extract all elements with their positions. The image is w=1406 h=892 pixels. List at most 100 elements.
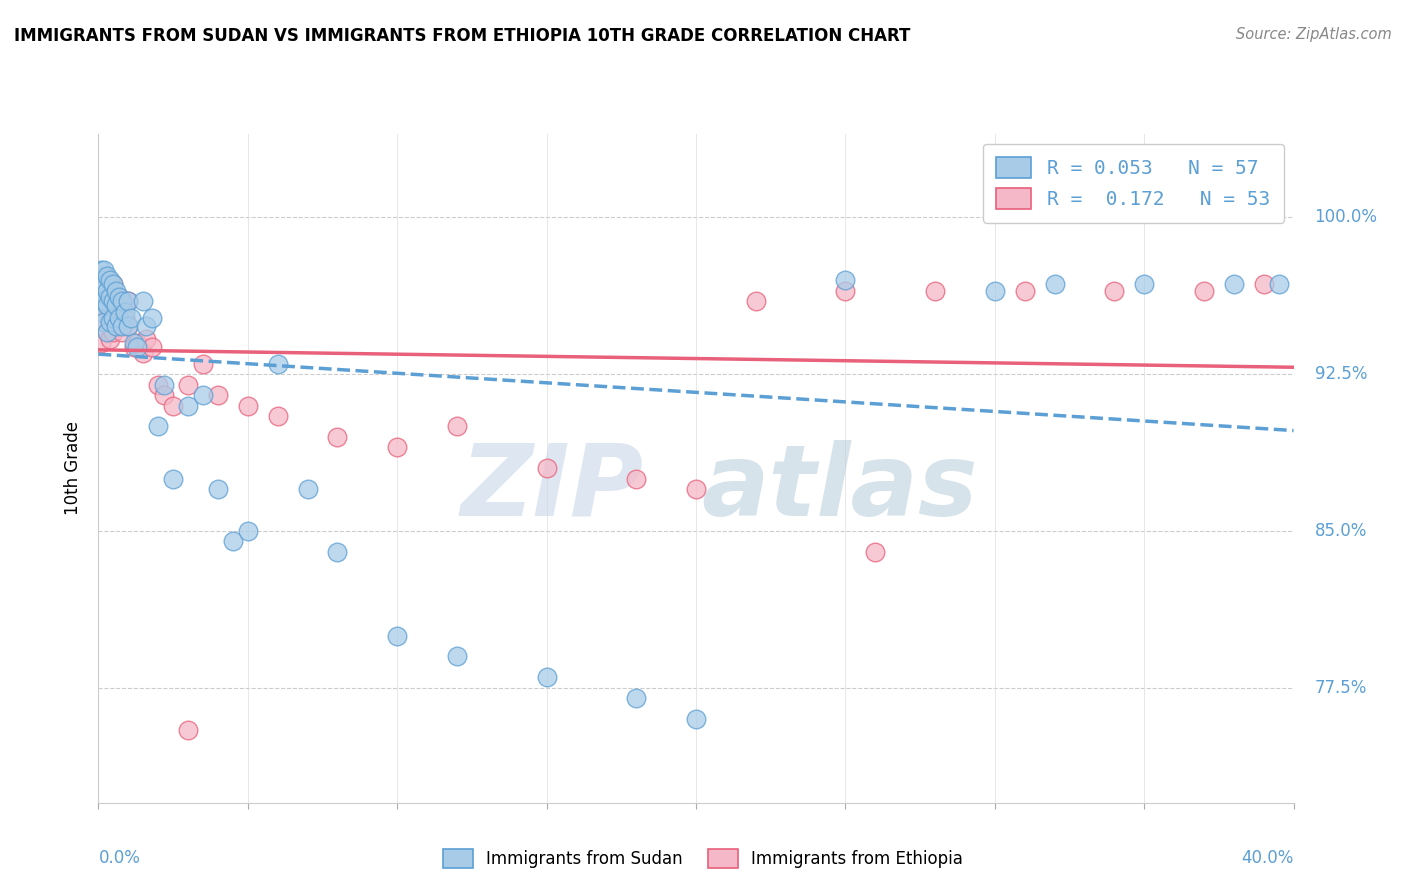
Point xyxy=(103,277,125,292)
Point xyxy=(96,284,118,298)
Point xyxy=(117,319,139,334)
Point xyxy=(326,545,349,559)
Point xyxy=(98,304,122,318)
Point xyxy=(834,284,856,298)
Point xyxy=(90,293,112,308)
Point xyxy=(135,332,157,346)
Point xyxy=(162,472,184,486)
Point xyxy=(90,304,112,318)
Point xyxy=(96,298,118,312)
Point xyxy=(385,628,409,642)
Point xyxy=(536,461,558,475)
Point xyxy=(745,293,768,308)
Point xyxy=(105,319,128,334)
Point xyxy=(96,326,118,340)
Point xyxy=(111,319,134,334)
Text: 85.0%: 85.0% xyxy=(1315,522,1367,540)
Point xyxy=(90,273,112,287)
Point xyxy=(132,346,155,360)
Point xyxy=(236,399,259,413)
Point xyxy=(685,712,707,726)
Point xyxy=(90,284,112,298)
Point xyxy=(90,310,112,325)
Point xyxy=(1192,284,1215,298)
Point xyxy=(162,399,184,413)
Point xyxy=(120,310,142,325)
Text: 92.5%: 92.5% xyxy=(1315,365,1367,384)
Point xyxy=(98,332,122,346)
Point xyxy=(1133,277,1156,292)
Point xyxy=(536,670,558,684)
Point xyxy=(924,284,946,298)
Text: 0.0%: 0.0% xyxy=(98,849,141,867)
Point xyxy=(90,277,112,292)
Point xyxy=(96,326,118,340)
Point xyxy=(98,290,122,304)
Point xyxy=(105,315,128,329)
Point xyxy=(1014,284,1036,298)
Point xyxy=(207,482,229,496)
Point xyxy=(96,268,118,283)
Point xyxy=(98,284,122,298)
Point xyxy=(326,430,349,444)
Point xyxy=(297,482,319,496)
Point xyxy=(983,284,1005,298)
Text: 40.0%: 40.0% xyxy=(1241,849,1294,867)
Point xyxy=(222,534,245,549)
Point xyxy=(98,273,122,287)
Point xyxy=(103,326,125,340)
Point xyxy=(685,482,707,496)
Point xyxy=(124,340,146,354)
Point xyxy=(111,293,134,308)
Point xyxy=(111,326,134,340)
Point xyxy=(96,277,118,292)
Point xyxy=(124,335,146,350)
Point xyxy=(93,293,115,308)
Point xyxy=(191,357,214,371)
Point xyxy=(90,335,112,350)
Point xyxy=(153,388,176,402)
Point xyxy=(108,319,131,334)
Point xyxy=(1253,277,1275,292)
Point xyxy=(153,377,176,392)
Point xyxy=(90,262,112,277)
Point xyxy=(1104,284,1126,298)
Point xyxy=(177,399,200,413)
Point xyxy=(103,277,125,292)
Point xyxy=(93,315,115,329)
Point xyxy=(191,388,214,402)
Point xyxy=(108,310,131,325)
Point xyxy=(127,335,149,350)
Point xyxy=(103,310,125,325)
Point xyxy=(127,340,149,354)
Point xyxy=(98,315,122,329)
Text: 77.5%: 77.5% xyxy=(1315,679,1367,697)
Point xyxy=(385,441,409,455)
Point xyxy=(624,472,647,486)
Point xyxy=(141,340,163,354)
Text: Source: ZipAtlas.com: Source: ZipAtlas.com xyxy=(1236,27,1392,42)
Point xyxy=(148,377,170,392)
Point xyxy=(236,524,259,538)
Point xyxy=(93,277,115,292)
Point xyxy=(267,409,290,423)
Point xyxy=(446,649,468,664)
Point xyxy=(117,293,139,308)
Point xyxy=(148,419,170,434)
Point xyxy=(207,388,229,402)
Point xyxy=(103,293,125,308)
Point xyxy=(93,262,115,277)
Point xyxy=(105,284,128,298)
Point xyxy=(446,419,468,434)
Point xyxy=(90,293,112,308)
Point xyxy=(96,298,118,312)
Text: atlas: atlas xyxy=(702,440,977,537)
Point xyxy=(93,268,115,283)
Point xyxy=(103,298,125,312)
Point xyxy=(1043,277,1066,292)
Point xyxy=(114,310,136,325)
Text: ZIP: ZIP xyxy=(461,440,644,537)
Point xyxy=(267,357,290,371)
Point xyxy=(834,273,856,287)
Point xyxy=(135,319,157,334)
